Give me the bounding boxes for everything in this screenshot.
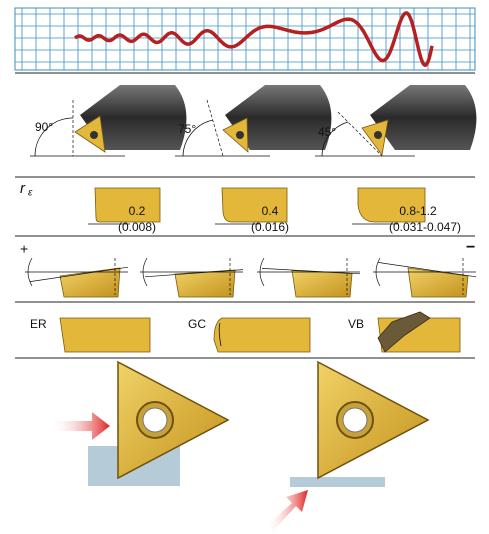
- edge-line: [337, 111, 383, 157]
- force-arrow: [266, 490, 308, 532]
- edge-chamfer: [218, 322, 222, 347]
- edge-label: GC: [188, 317, 206, 331]
- edge-block: [213, 317, 311, 353]
- rake-block: [407, 267, 469, 298]
- angle-arc: [34, 117, 74, 157]
- rake-line: [261, 268, 361, 275]
- corner-insert: [357, 187, 426, 223]
- vibration-wave: [73, 11, 434, 68]
- radius-mm: 0.8-1.2: [399, 204, 437, 218]
- radius-subscript: ε: [28, 188, 33, 199]
- edge-block: [59, 317, 151, 353]
- screw: [90, 131, 98, 139]
- insert-hole: [342, 407, 368, 433]
- screw: [374, 131, 382, 139]
- tool-holder: 45°: [315, 85, 477, 157]
- angle-arc: [259, 257, 265, 287]
- angle-arc: [321, 121, 349, 157]
- angle-label: 45°: [318, 125, 336, 139]
- edge-line: [206, 99, 224, 157]
- corner-insert: [221, 187, 288, 223]
- rake-line: [144, 269, 244, 278]
- angle-arc: [375, 257, 381, 287]
- positive-sign: +: [20, 241, 28, 257]
- screw: [236, 131, 244, 139]
- force-arrow: [50, 412, 110, 440]
- radius-mm: 0.2: [129, 204, 146, 218]
- angle-label: 90°: [35, 120, 53, 134]
- holder-body: [80, 85, 187, 150]
- edge-label: VB: [348, 317, 364, 331]
- tool-holder: 90°: [30, 85, 187, 157]
- angle-arc: [27, 257, 33, 287]
- insert: [74, 115, 106, 153]
- negative-sign: −: [466, 239, 475, 256]
- built-up-edge: [377, 311, 431, 353]
- angle-arc: [182, 119, 214, 157]
- insert-hole: [142, 407, 168, 433]
- rake-block: [291, 270, 353, 298]
- radius-symbol: r: [20, 180, 26, 197]
- tool-holder: 75°: [175, 85, 332, 157]
- corner-insert: [94, 187, 161, 223]
- holder-body: [225, 85, 332, 150]
- insert: [222, 117, 249, 153]
- rake-angles: [25, 257, 477, 298]
- radius-inch: (0.031-0.047): [389, 220, 461, 234]
- edge-label: ER: [30, 317, 47, 331]
- radius-inch: (0.016): [251, 220, 289, 234]
- support-plate: [290, 477, 385, 487]
- radius-mm: 0.4: [262, 204, 279, 218]
- rake-line: [29, 266, 129, 282]
- angle-arc: [142, 257, 148, 287]
- angle-label: 75°: [178, 122, 196, 136]
- holder-body: [370, 85, 477, 150]
- rake-line: [377, 262, 477, 278]
- radius-inch: (0.008): [118, 220, 156, 234]
